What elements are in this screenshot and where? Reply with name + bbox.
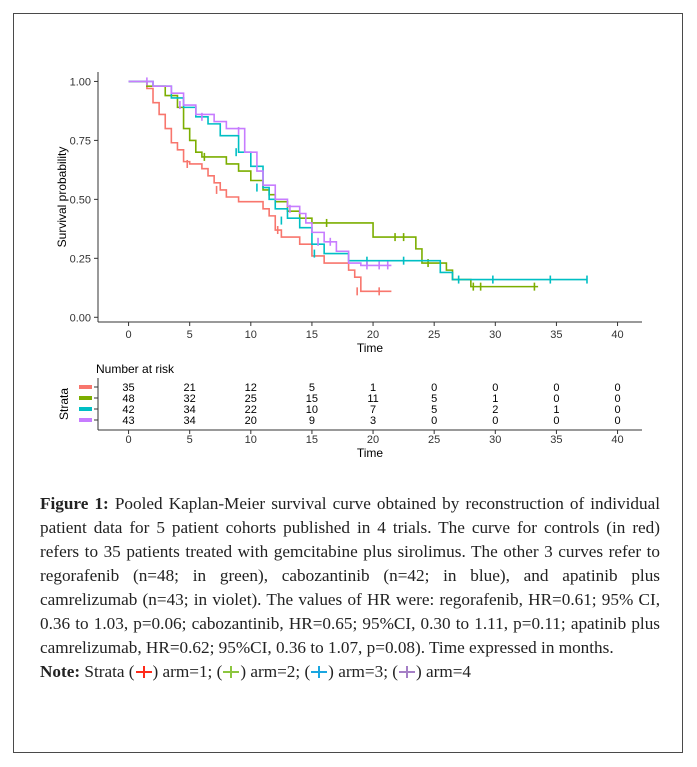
risk-x-tick-label: 20	[367, 434, 379, 446]
risk-count: 0	[614, 404, 620, 416]
x-tick-label: 40	[611, 329, 623, 341]
x-tick-label: 5	[187, 329, 193, 341]
risk-count: 34	[184, 404, 196, 416]
survival-curve-4	[128, 80, 392, 267]
risk-count: 1	[370, 382, 376, 394]
risk-x-tick-label: 0	[125, 434, 131, 446]
survival-plot: 0.00 0.25 0.50 0.75 1.00 0 5 10 15 20 25 30 35 40 Time…	[55, 72, 642, 355]
risk-count: 1	[492, 393, 498, 405]
strata-legend-glyph-3	[311, 666, 328, 678]
risk-count: 20	[245, 415, 257, 427]
note-label: Note:	[40, 662, 81, 681]
risk-count: 22	[245, 404, 257, 416]
risk-count: 21	[184, 382, 196, 394]
risk-count: 25	[245, 393, 257, 405]
strata-legend-text-1: ) arm=1; (	[152, 662, 223, 681]
risk-x-tick-label: 10	[245, 434, 257, 446]
km-figure: 0.000.250.500.751.000 5 10 15 20 25 30 35 40Time…	[55, 72, 642, 460]
risk-count: 10	[306, 404, 318, 416]
risk-table-title: Number at risk	[96, 362, 175, 376]
note-legend: ) arm=1; ( ) arm=2; ( ) arm=3; ( ) arm=4	[135, 662, 472, 681]
risk-count: 0	[553, 382, 559, 394]
x-tick-label: 0	[125, 329, 131, 341]
risk-x-axis-title: Time	[357, 446, 384, 460]
risk-count: 0	[431, 382, 437, 394]
strata-legend-glyph-2	[223, 666, 240, 678]
risk-count: 1	[553, 404, 559, 416]
risk-x-tick-label: 15	[306, 434, 318, 446]
figure-caption: Figure 1: Pooled Kaplan-Meier survival c…	[40, 492, 660, 684]
risk-x-tick-label: 40	[611, 434, 623, 446]
x-tick-label: 30	[489, 329, 501, 341]
survival-curve-3	[128, 80, 587, 281]
y-axis-title: Survival probability	[55, 147, 69, 248]
risk-y-axis-title: Strata	[57, 388, 71, 420]
risk-count: 7	[370, 404, 376, 416]
caption-label: Figure 1:	[40, 494, 109, 513]
risk-count: 34	[184, 415, 196, 427]
risk-x-tick-label: 35	[550, 434, 562, 446]
x-axis-title: Time	[357, 341, 384, 355]
risk-count: 0	[492, 415, 498, 427]
risk-count: 15	[306, 393, 318, 405]
risk-x-tick-label: 25	[428, 434, 440, 446]
x-tick-label: 35	[550, 329, 562, 341]
strata-swatch-3	[79, 407, 92, 411]
risk-count: 0	[614, 415, 620, 427]
risk-count: 0	[553, 415, 559, 427]
survival-curve-1	[128, 80, 392, 293]
risk-count: 42	[122, 404, 134, 416]
risk-count: 12	[245, 382, 257, 394]
risk-x-tick-label: 5	[187, 434, 193, 446]
x-tick-label: 20	[367, 329, 379, 341]
strata-legend-text-4: ) arm=4	[416, 662, 472, 681]
strata-legend-glyph-1	[135, 666, 152, 678]
risk-count: 2	[492, 404, 498, 416]
risk-count: 0	[553, 393, 559, 405]
y-tick-label: 0.00	[70, 312, 91, 324]
risk-count: 5	[431, 404, 437, 416]
risk-count: 32	[184, 393, 196, 405]
risk-count: 5	[309, 382, 315, 394]
y-tick-label: 0.25	[70, 253, 91, 265]
risk-count: 11	[367, 393, 378, 405]
risk-count: 3	[370, 415, 376, 427]
x-tick-label: 10	[245, 329, 257, 341]
survival-curve-2	[128, 80, 539, 288]
risk-count: 0	[614, 393, 620, 405]
strata-legend-text-3: ) arm=3; (	[328, 662, 398, 681]
x-tick-label: 25	[428, 329, 440, 341]
risk-count: 48	[122, 393, 134, 405]
risk-x-tick-label: 30	[489, 434, 501, 446]
strata-swatch-4	[79, 418, 92, 422]
risk-count: 0	[492, 382, 498, 394]
risk-count: 0	[431, 415, 437, 427]
x-tick-label: 15	[306, 329, 318, 341]
risk-count: 0	[614, 382, 620, 394]
strata-legend-glyph-4	[399, 666, 415, 678]
risk-count: 43	[122, 415, 134, 427]
y-tick-label: 0.75	[70, 135, 91, 147]
note-prefix: Strata (	[80, 662, 135, 681]
risk-count: 5	[431, 393, 437, 405]
strata-swatch-1	[79, 385, 92, 389]
strata-legend-text-2: ) arm=2; (	[240, 662, 311, 681]
caption-text: Pooled Kaplan-Meier survival curve obtai…	[40, 494, 660, 657]
y-tick-label: 0.50	[70, 194, 91, 206]
risk-count: 35	[122, 382, 134, 394]
figure-frame	[13, 13, 683, 753]
strata-swatch-2	[79, 396, 92, 400]
risk-count: 9	[309, 415, 315, 427]
y-tick-label: 1.00	[70, 76, 91, 88]
